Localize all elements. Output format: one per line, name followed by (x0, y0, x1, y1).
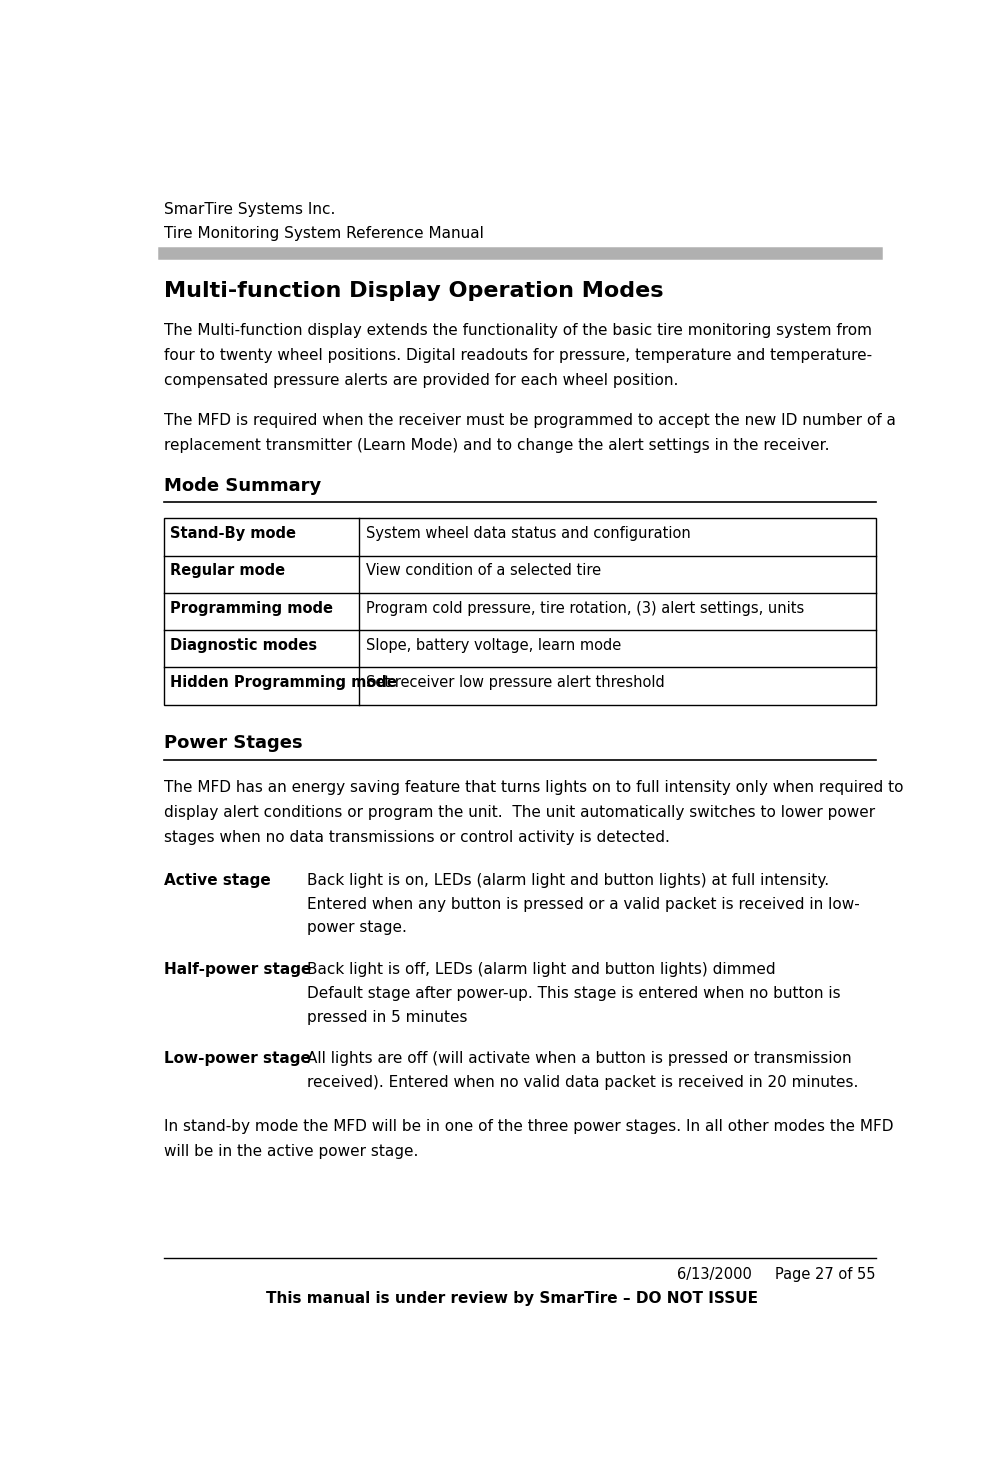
Text: In stand-by mode the MFD will be in one of the three power stages. In all other : In stand-by mode the MFD will be in one … (164, 1119, 893, 1134)
Text: received). Entered when no valid data packet is received in 20 minutes.: received). Entered when no valid data pa… (307, 1075, 858, 1090)
Text: will be in the active power stage.: will be in the active power stage. (164, 1144, 418, 1159)
Text: Diagnostic modes: Diagnostic modes (170, 638, 317, 653)
Text: System wheel data status and configuration: System wheel data status and configurati… (366, 527, 690, 541)
Text: display alert conditions or program the unit.  The unit automatically switches t: display alert conditions or program the … (164, 805, 875, 820)
Text: Back light is off, LEDs (alarm light and button lights) dimmed: Back light is off, LEDs (alarm light and… (307, 962, 775, 977)
Text: Active stage: Active stage (164, 873, 271, 888)
Text: The MFD has an energy saving feature that turns lights on to full intensity only: The MFD has an energy saving feature tha… (164, 780, 903, 795)
Text: Default stage after power-up. This stage is entered when no button is: Default stage after power-up. This stage… (307, 986, 840, 1000)
Text: View condition of a selected tire: View condition of a selected tire (366, 563, 600, 578)
Bar (164, 518, 876, 704)
Text: Tire Monitoring System Reference Manual: Tire Monitoring System Reference Manual (164, 226, 484, 241)
Text: Stand-By mode: Stand-By mode (170, 527, 296, 541)
Text: replacement transmitter (Learn Mode) and to change the alert settings in the rec: replacement transmitter (Learn Mode) and… (164, 439, 829, 453)
Text: compensated pressure alerts are provided for each wheel position.: compensated pressure alerts are provided… (164, 373, 678, 387)
Text: Programming mode: Programming mode (170, 601, 333, 616)
Text: Mode Summary: Mode Summary (164, 477, 321, 494)
Text: The Multi-function display extends the functionality of the basic tire monitorin: The Multi-function display extends the f… (164, 323, 871, 337)
Text: The MFD is required when the receiver must be programmed to accept the new ID nu: The MFD is required when the receiver mu… (164, 414, 895, 428)
Text: pressed in 5 minutes: pressed in 5 minutes (307, 1009, 468, 1024)
Text: Power Stages: Power Stages (164, 734, 303, 753)
Text: Program cold pressure, tire rotation, (3) alert settings, units: Program cold pressure, tire rotation, (3… (366, 601, 804, 616)
Text: All lights are off (will activate when a button is pressed or transmission: All lights are off (will activate when a… (307, 1052, 851, 1067)
Text: Regular mode: Regular mode (170, 563, 285, 578)
Text: power stage.: power stage. (307, 920, 407, 936)
Text: 6/13/2000     Page 27 of 55: 6/13/2000 Page 27 of 55 (677, 1267, 876, 1282)
Text: stages when no data transmissions or control activity is detected.: stages when no data transmissions or con… (164, 830, 669, 845)
Text: Set receiver low pressure alert threshold: Set receiver low pressure alert threshol… (366, 675, 664, 691)
Text: SmarTire Systems Inc.: SmarTire Systems Inc. (164, 202, 335, 217)
Text: Multi-function Display Operation Modes: Multi-function Display Operation Modes (164, 282, 663, 301)
Text: Half-power stage: Half-power stage (164, 962, 311, 977)
Text: four to twenty wheel positions. Digital readouts for pressure, temperature and t: four to twenty wheel positions. Digital … (164, 348, 872, 362)
Text: Entered when any button is pressed or a valid packet is received in low-: Entered when any button is pressed or a … (307, 896, 859, 911)
Text: Back light is on, LEDs (alarm light and button lights) at full intensity.: Back light is on, LEDs (alarm light and … (307, 873, 829, 888)
Text: This manual is under review by SmarTire – DO NOT ISSUE: This manual is under review by SmarTire … (266, 1291, 758, 1306)
Text: Hidden Programming mode: Hidden Programming mode (170, 675, 397, 691)
Text: Low-power stage: Low-power stage (164, 1052, 311, 1067)
Text: Slope, battery voltage, learn mode: Slope, battery voltage, learn mode (366, 638, 621, 653)
